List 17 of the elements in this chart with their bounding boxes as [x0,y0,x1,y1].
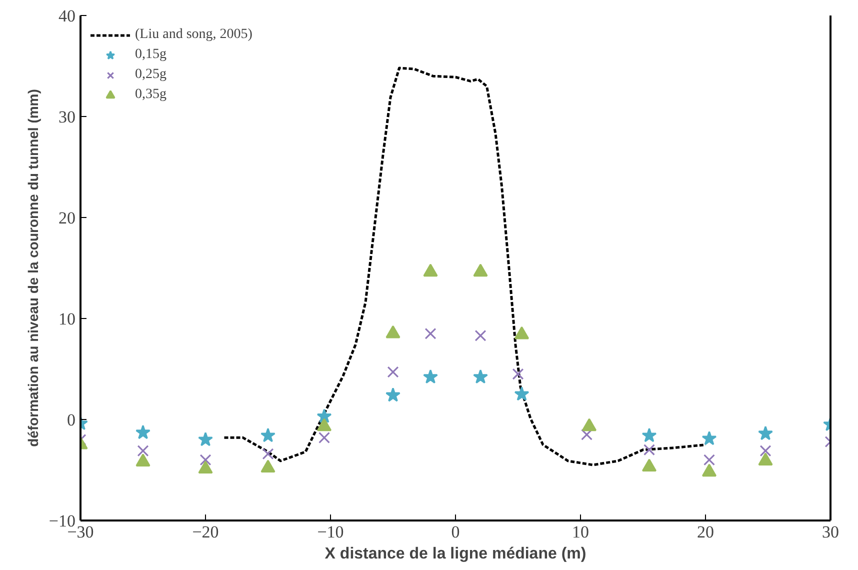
x-tick-label: −10 [317,522,344,542]
legend-label: (Liu and song, 2005) [135,27,252,43]
y-tick-label: 30 [58,108,76,126]
x-tick-label: −20 [192,522,219,542]
legend-label: 0,25g [135,67,166,83]
y-tick-label: 10 [58,310,76,328]
x-tick-label: 20 [697,522,714,542]
y-axis-title: déformation au niveau de la couronne du tunnel (mm) [24,89,41,447]
legend-label: 0,35g [135,87,166,103]
y-tick-label: 20 [58,208,76,228]
x-tick-label: 30 [822,522,839,542]
legend-label: 0,15g [135,47,166,63]
x-tick-label: 10 [572,522,589,542]
y-tick-label: 0 [67,410,76,430]
x-tick-label: 0 [451,522,460,542]
x-axis-title: X distance de la ligne médiane (m) [324,546,586,562]
y-tick-label: 40 [58,6,76,26]
